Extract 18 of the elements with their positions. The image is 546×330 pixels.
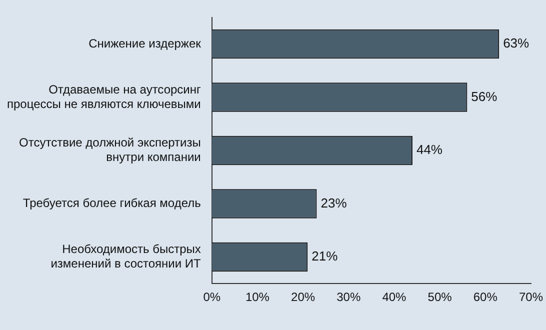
- x-tick-label: 10%: [245, 290, 270, 304]
- y-tick-label: Отдаваемые на аутсорсинг процессы не являются ключевыми: [6, 82, 202, 111]
- x-tick-label: 30%: [336, 290, 361, 304]
- x-tick-label: 70%: [518, 290, 544, 304]
- y-tick-label: Снижение издержек: [88, 36, 202, 50]
- y-tick-label: Необходимость быстрых изменений в состоянии ИТ: [50, 242, 202, 270]
- y-tick-label: Требуется более гибкая модель: [22, 196, 201, 210]
- x-tick-label: 20%: [291, 290, 316, 304]
- x-tick-label: 60%: [473, 290, 498, 304]
- y-tick-label: Отсутствие должной экспертизы внутри компании: [19, 136, 201, 164]
- data-label: 23%: [320, 195, 348, 210]
- data-label: 63%: [503, 36, 530, 51]
- data-label: 44%: [416, 142, 443, 158]
- x-tick-label: 50%: [428, 290, 452, 304]
- data-label: 21%: [312, 248, 338, 264]
- data-label: 56%: [471, 88, 498, 104]
- x-tick-label: 40%: [382, 290, 407, 304]
- x-tick-label: 0%: [203, 290, 221, 304]
